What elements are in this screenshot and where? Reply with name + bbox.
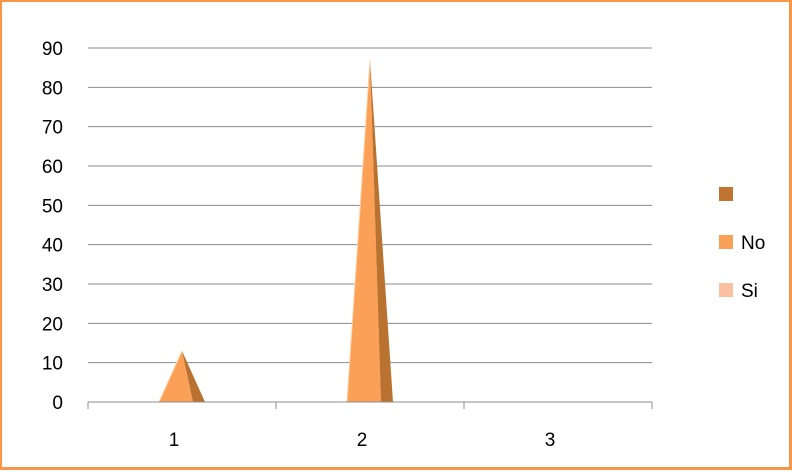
- x-tick-label: 2: [357, 430, 368, 451]
- legend-swatch: [719, 187, 733, 201]
- data-mark: [346, 59, 393, 403]
- legend-entry: [719, 187, 733, 201]
- y-tick-label: 50: [42, 196, 63, 217]
- data-mark: [158, 350, 205, 403]
- y-tick-label: 60: [42, 157, 63, 178]
- x-axis: [87, 401, 653, 409]
- y-tick-label: 0: [52, 393, 63, 414]
- data-mark-front: [347, 59, 381, 403]
- legend-label: Si: [741, 281, 758, 302]
- legend: No Si: [719, 187, 765, 302]
- x-axis-tick-labels: 1 2 3: [169, 430, 556, 451]
- y-tick-label: 30: [42, 275, 63, 296]
- data-mark-side: [370, 59, 393, 403]
- data-mark-edge: [158, 350, 183, 403]
- legend-label: No: [741, 233, 765, 254]
- y-tick-label: 40: [42, 236, 63, 257]
- legend-entry: Si: [719, 281, 758, 302]
- data-mark-side: [182, 350, 205, 402]
- data-mark-edge: [346, 59, 371, 403]
- x-tick-label: 1: [169, 430, 180, 451]
- y-tick-label: 70: [42, 118, 63, 139]
- y-axis-tick-labels: 0 10 20 30 40 50 60 70 80 90: [42, 39, 63, 414]
- legend-swatch: [719, 235, 733, 249]
- y-tick-label: 80: [42, 78, 63, 99]
- legend-entry: No: [719, 233, 765, 254]
- y-tick-label: 20: [42, 314, 63, 335]
- legend-swatch: [719, 283, 733, 297]
- x-tick-label: 3: [545, 430, 556, 451]
- series-marks: [158, 59, 393, 403]
- y-tick-label: 90: [42, 39, 63, 60]
- data-mark-front: [159, 350, 193, 402]
- y-tick-label: 10: [42, 354, 63, 375]
